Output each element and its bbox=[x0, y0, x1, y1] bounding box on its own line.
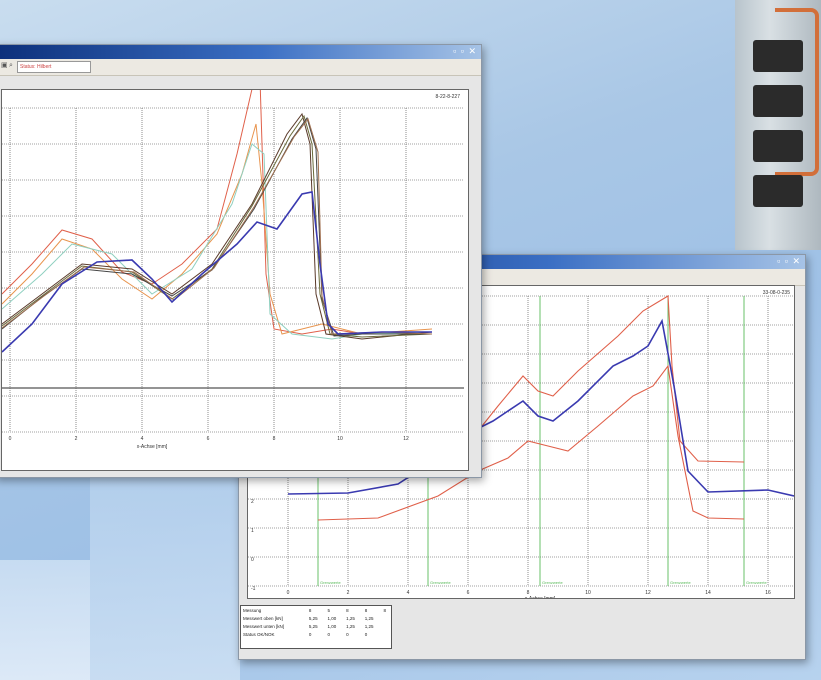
x-axis-label: x-Achse [mm] bbox=[525, 596, 556, 598]
table-cell: 0 bbox=[327, 631, 330, 637]
y-tick-label: 0 bbox=[251, 557, 254, 563]
front-window-titlebar: ▫ ▫ ✕ bbox=[0, 45, 481, 59]
table-cell: 5,25 bbox=[308, 623, 318, 629]
green-limit-label: Grenzwerte bbox=[430, 580, 451, 585]
x-tick-label: 8 bbox=[527, 590, 530, 596]
x-tick-label: 2 bbox=[75, 436, 78, 442]
table-cell: 8 bbox=[383, 607, 386, 613]
x-tick-label: 14 bbox=[705, 590, 711, 596]
x-tick-label: 4 bbox=[141, 436, 144, 442]
x-tick-label: 16 bbox=[765, 590, 771, 596]
status-field[interactable]: Status: Hilbert bbox=[17, 61, 91, 73]
table-cell: 5,25 bbox=[308, 615, 318, 621]
y-tick-label: 1 bbox=[251, 528, 254, 534]
table-row: Messung 8 5 8 8 8 bbox=[241, 606, 391, 614]
front-series-curve-8 bbox=[1, 191, 432, 353]
print-icon[interactable]: ▣ bbox=[1, 62, 8, 69]
x-tick-label: 12 bbox=[403, 436, 409, 442]
x-tick-label: 6 bbox=[467, 590, 470, 596]
table-cell: 8 bbox=[364, 607, 368, 613]
green-limit-label: Grenzwerte bbox=[670, 580, 691, 585]
table-cell bbox=[381, 622, 391, 630]
background-panel-lower bbox=[0, 560, 90, 680]
front-corner-label: 8-22-8-227 bbox=[435, 94, 460, 100]
x-axis-label: x-Achse [mm] bbox=[137, 444, 168, 450]
machine-photo bbox=[735, 0, 821, 250]
table-cell: Messwert unten [kN] bbox=[243, 623, 285, 629]
green-limit-label: Grenzwerte bbox=[542, 580, 563, 585]
x-tick-label: 2 bbox=[347, 590, 350, 596]
front-series-curve-2 bbox=[1, 123, 433, 335]
table-cell bbox=[381, 630, 391, 638]
front-series-curve-5 bbox=[1, 114, 433, 338]
summary-table: Messung 8 5 8 8 8 Messwert oben [kN] 5,25 1,00 1,… bbox=[240, 605, 392, 649]
x-tick-label: 10 bbox=[585, 590, 591, 596]
front-plot-area: 0 2 4 6 8 10 12 x-Achse [mm] 8-22-8-227 bbox=[1, 77, 473, 471]
table-cell: 0 bbox=[346, 631, 349, 637]
x-tick-label: 4 bbox=[407, 590, 410, 596]
front-series-curve-3 bbox=[1, 143, 433, 340]
front-measurement-window: ▫ ▫ ✕ ▣ ⌕ Status: Hilbert 0 2 4 6 8 10 12 x-Ach… bbox=[0, 44, 482, 478]
background-panel bbox=[90, 470, 240, 680]
table-cell: 1,25 bbox=[364, 623, 374, 629]
table-cell: 8 bbox=[346, 607, 349, 613]
window-controls-icon[interactable]: ▫ ▫ ✕ bbox=[453, 46, 477, 56]
table-row: Messwert oben [kN] 5,25 1,00 1,25 1,25 bbox=[241, 614, 391, 622]
x-tick-label: 6 bbox=[207, 436, 210, 442]
front-chart-svg: 0 2 4 6 8 10 12 x-Achse [mm] bbox=[1, 77, 473, 450]
x-tick-label: 10 bbox=[337, 436, 343, 442]
y-tick-label: 2 bbox=[251, 499, 254, 505]
table-cell: 1,00 bbox=[327, 615, 337, 621]
table-cell: Status OK/NOK bbox=[243, 631, 275, 637]
table-cell: 0 bbox=[308, 631, 312, 637]
front-window-toolbar: ▣ ⌕ Status: Hilbert bbox=[0, 59, 481, 76]
table-row: Messwert unten [kN] 5,25 1,00 1,25 1,25 bbox=[241, 622, 391, 630]
front-series-curve-7 bbox=[1, 117, 433, 335]
window-controls-icon[interactable]: ▫ ▫ ✕ bbox=[777, 256, 801, 266]
table-cell: 1,00 bbox=[327, 623, 337, 629]
table-row: Status OK/NOK 0 0 0 0 bbox=[241, 630, 391, 638]
table-cell: 8 bbox=[308, 607, 312, 613]
lower-limit-curve bbox=[317, 364, 745, 521]
table-cell: Messwert oben [kN] bbox=[243, 615, 283, 621]
x-tick-label: 0 bbox=[9, 436, 12, 442]
x-tick-label: 12 bbox=[645, 590, 651, 596]
zoom-icon[interactable]: ⌕ bbox=[9, 62, 13, 69]
front-series-curve-4 bbox=[1, 112, 433, 340]
table-cell: 5 bbox=[327, 607, 330, 613]
table-cell bbox=[381, 614, 391, 622]
x-tick-label: 8 bbox=[273, 436, 276, 442]
y-tick-label: -1 bbox=[251, 586, 256, 592]
front-series-curve-6 bbox=[1, 116, 432, 337]
table-cell: 1,25 bbox=[364, 615, 374, 621]
table-cell: 1,25 bbox=[346, 623, 355, 629]
table-cell: Messung bbox=[243, 607, 262, 613]
front-series-curve-1 bbox=[1, 77, 432, 335]
green-limit-label: Grenzwerte bbox=[746, 580, 767, 585]
table-cell: 1,25 bbox=[346, 615, 355, 621]
back-corner-label: 33-08-0-235 bbox=[762, 290, 790, 296]
green-limit-label: Grenzwerte bbox=[320, 580, 341, 585]
x-tick-label: 0 bbox=[287, 590, 290, 596]
table-cell: 0 bbox=[364, 631, 368, 637]
